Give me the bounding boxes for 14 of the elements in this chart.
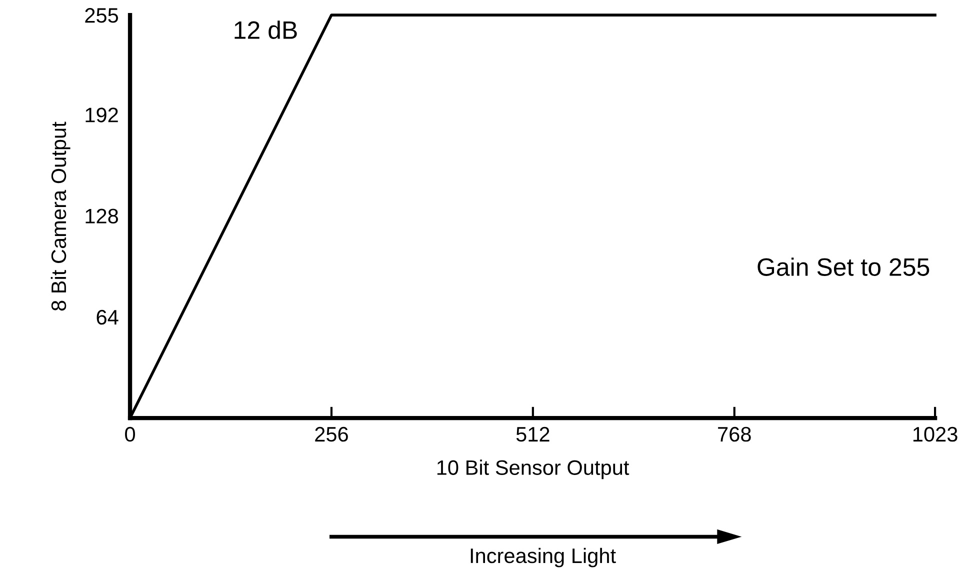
x-tick-label: 256 [315,426,348,442]
x-tick-label: 768 [718,426,751,442]
x-tick-label: 0 [125,426,136,442]
y-axis-title: 8 Bit Camera Output [50,122,70,311]
annotation: Gain Set to 255 [758,258,930,276]
y-tick-label: 128 [86,208,118,224]
y-tick-label: 64 [96,310,118,325]
x-tick-label: 512 [516,426,550,442]
y-tick-label: 255 [85,8,118,23]
y-tick-label: 192 [86,108,118,122]
annotation: 12 dB [234,20,297,39]
x-tick-label: 1023 [913,426,958,442]
x-axis-title: 10 Bit Sensor Output [437,460,630,480]
text: Increasing Light [470,548,616,568]
